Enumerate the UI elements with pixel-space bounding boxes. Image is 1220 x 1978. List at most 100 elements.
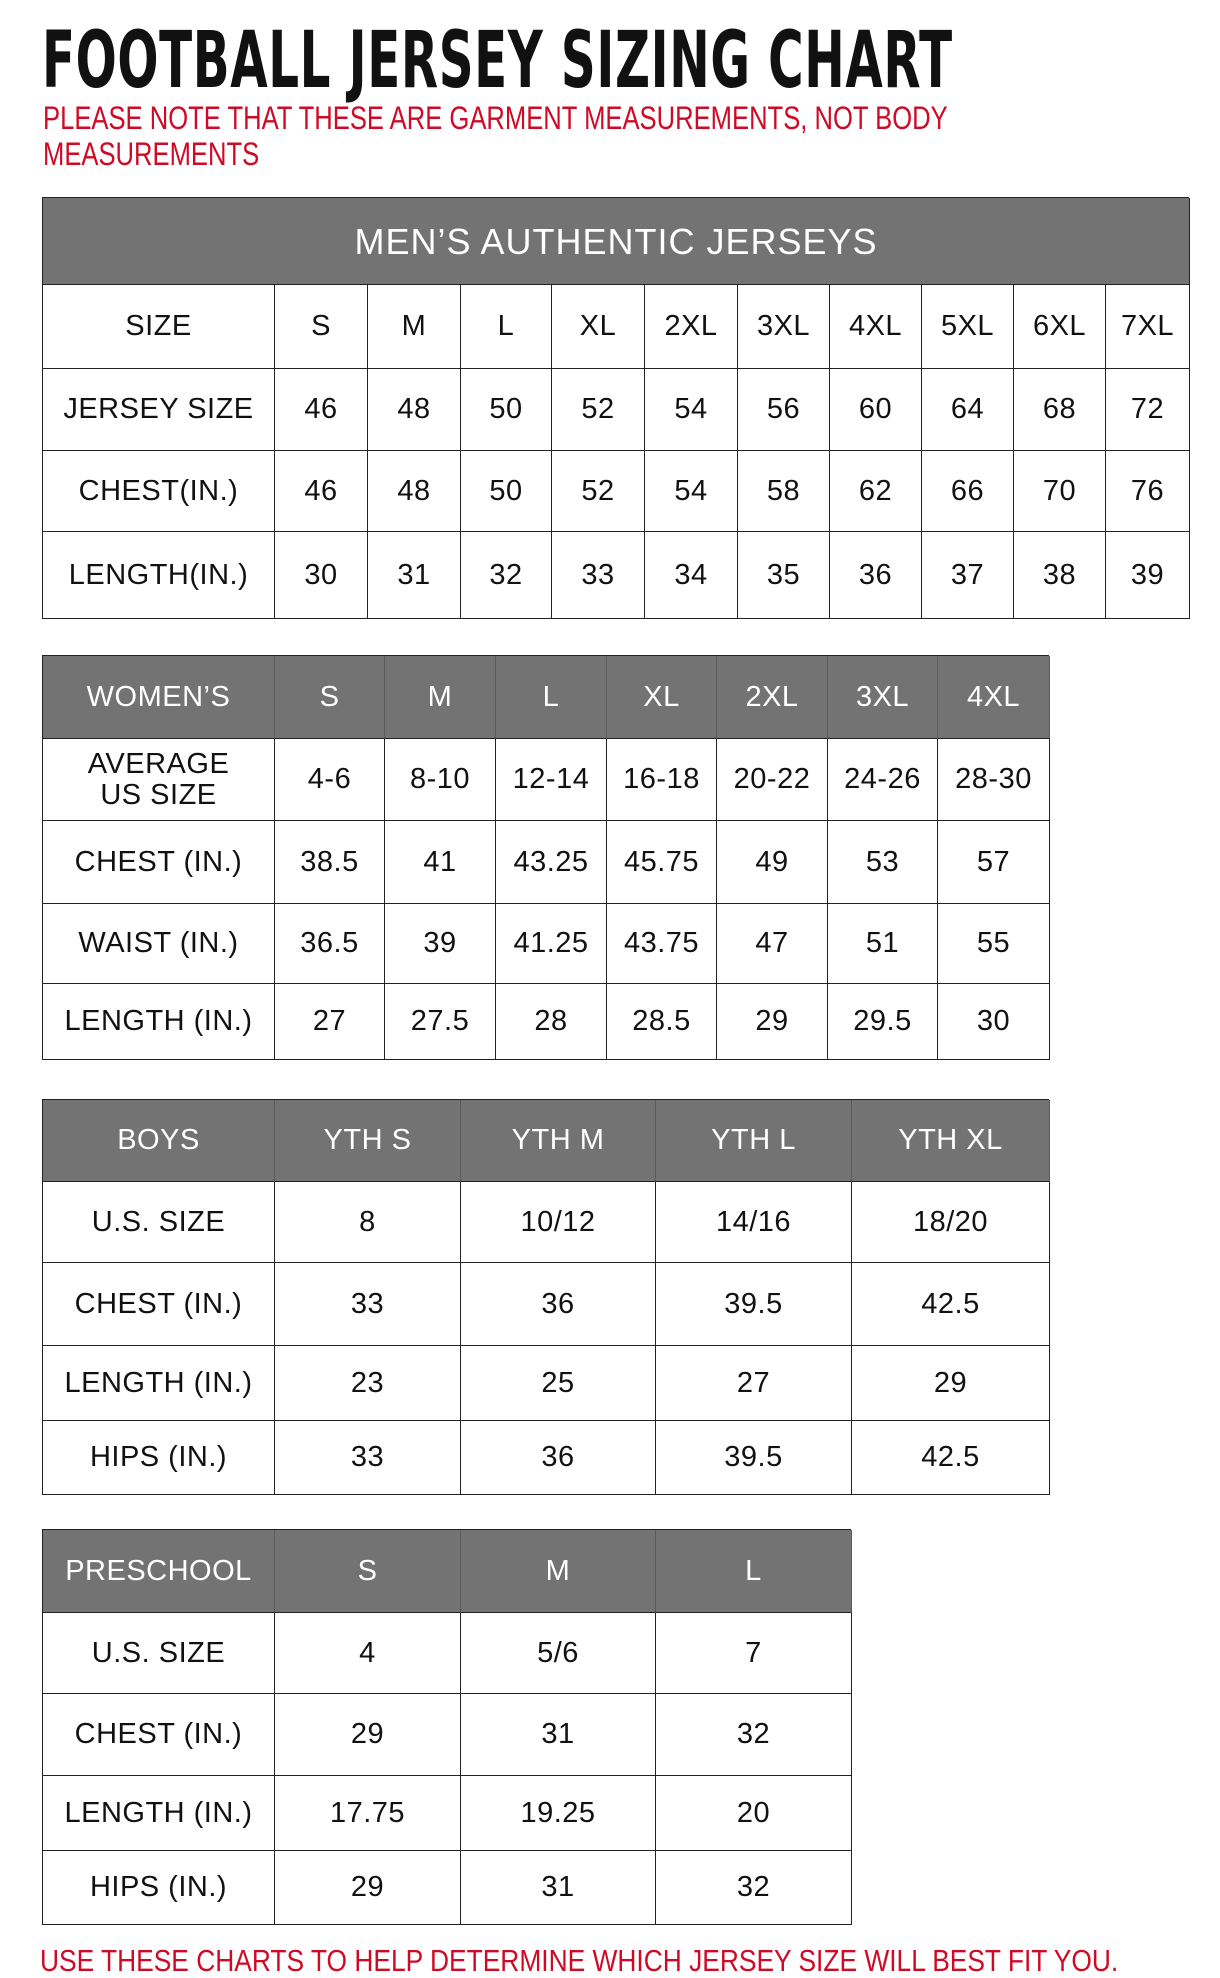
column-header: S: [275, 1530, 461, 1613]
table-cell: 52: [552, 451, 645, 532]
table-cell: 33: [552, 532, 645, 619]
column-header: YTH L: [656, 1100, 852, 1182]
table-cell: 46: [275, 451, 368, 532]
column-header: 3XL: [738, 285, 830, 369]
row-label: U.S. SIZE: [43, 1613, 275, 1694]
table-cell: 32: [656, 1851, 852, 1925]
table-cell: 52: [552, 369, 645, 451]
table-cell: 29.5: [828, 984, 938, 1060]
table-cell: 39.5: [656, 1421, 852, 1495]
row-label: CHEST (IN.): [43, 1694, 275, 1776]
table-cell: 36: [461, 1421, 656, 1495]
table-cell: 16-18: [607, 739, 717, 821]
table-cell: 72: [1106, 369, 1190, 451]
table-cell: 5/6: [461, 1613, 656, 1694]
table-cell: 17.75: [275, 1776, 461, 1851]
table-cell: 10/12: [461, 1182, 656, 1263]
row-label: AVERAGE US SIZE: [43, 739, 275, 821]
table-cell: 68: [1014, 369, 1106, 451]
table-cell: 34: [645, 532, 738, 619]
table-cell: 39: [385, 904, 496, 984]
column-header: 7XL: [1106, 285, 1190, 369]
table-cell: 54: [645, 451, 738, 532]
table-cell: 31: [368, 532, 461, 619]
table-cell: 55: [938, 904, 1050, 984]
table-cell: 29: [852, 1346, 1050, 1421]
row-label: JERSEY SIZE: [43, 369, 275, 451]
row-label: WAIST (IN.): [43, 904, 275, 984]
column-header: S: [275, 285, 368, 369]
table-cell: 57: [938, 821, 1050, 904]
column-header: 6XL: [1014, 285, 1106, 369]
footer-note: USE THESE CHARTS TO HELP DETERMINE WHICH…: [40, 1943, 1119, 1978]
table-cell: 64: [922, 369, 1014, 451]
table-cell: 62: [830, 451, 922, 532]
row-label: CHEST(IN.): [43, 451, 275, 532]
row-label: HIPS (IN.): [43, 1851, 275, 1925]
table-cell: 7: [656, 1613, 852, 1694]
table-cell: 38.5: [275, 821, 385, 904]
table-cell: 29: [275, 1694, 461, 1776]
mens-authentic-table: MEN’S AUTHENTIC JERSEYS SIZE S M L XL 2XL 3XL 4X…: [42, 197, 1190, 619]
table-cell: 33: [275, 1263, 461, 1346]
table-cell: 33: [275, 1421, 461, 1495]
table-cell: 30: [275, 532, 368, 619]
table-cell: 53: [828, 821, 938, 904]
table-cell: 20: [656, 1776, 852, 1851]
table-cell: 54: [645, 369, 738, 451]
column-header: XL: [607, 656, 717, 739]
table-cell: 45.75: [607, 821, 717, 904]
mens-table-banner: MEN’S AUTHENTIC JERSEYS: [43, 198, 1190, 285]
table-cell: 60: [830, 369, 922, 451]
row-label: HIPS (IN.): [43, 1421, 275, 1495]
table-cell: 37: [922, 532, 1014, 619]
table-row-header: WOMEN’S: [43, 656, 275, 739]
column-header: 5XL: [922, 285, 1014, 369]
column-header: XL: [552, 285, 645, 369]
table-cell: 43.25: [496, 821, 607, 904]
table-cell: 18/20: [852, 1182, 1050, 1263]
column-header: 2XL: [645, 285, 738, 369]
table-cell: 28: [496, 984, 607, 1060]
boys-table: BOYS YTH S YTH M YTH L YTH XL U.S. SIZE 8 10/12…: [42, 1099, 1050, 1495]
table-cell: 35: [738, 532, 830, 619]
table-cell: 32: [461, 532, 552, 619]
table-cell: 24-26: [828, 739, 938, 821]
table-cell: 4-6: [275, 739, 385, 821]
column-header: YTH M: [461, 1100, 656, 1182]
table-cell: 31: [461, 1851, 656, 1925]
table-cell: 28.5: [607, 984, 717, 1060]
table-cell: 39: [1106, 532, 1190, 619]
table-cell: 58: [738, 451, 830, 532]
table-cell: 76: [1106, 451, 1190, 532]
column-header: 4XL: [830, 285, 922, 369]
table-row-header: BOYS: [43, 1100, 275, 1182]
column-header: 4XL: [938, 656, 1050, 739]
table-row-header: PRESCHOOL: [43, 1530, 275, 1613]
table-cell: 36: [830, 532, 922, 619]
column-header: M: [385, 656, 496, 739]
table-cell: 23: [275, 1346, 461, 1421]
column-header: L: [656, 1530, 852, 1613]
column-header: M: [368, 285, 461, 369]
column-header: YTH XL: [852, 1100, 1050, 1182]
table-cell: 41.25: [496, 904, 607, 984]
row-label: CHEST (IN.): [43, 1263, 275, 1346]
table-cell: 36.5: [275, 904, 385, 984]
table-cell: 27: [275, 984, 385, 1060]
table-cell: 43.75: [607, 904, 717, 984]
page-title: FOOTBALL JERSEY SIZING CHART: [42, 16, 953, 106]
table-cell: 70: [1014, 451, 1106, 532]
table-cell: 42.5: [852, 1421, 1050, 1495]
womens-table: WOMEN’S S M L XL 2XL 3XL 4XL AVERAGE US SIZE 4-6 8…: [42, 655, 1050, 1060]
table-row-header: SIZE: [43, 285, 275, 369]
table-cell: 28-30: [938, 739, 1050, 821]
column-header: 2XL: [717, 656, 828, 739]
table-cell: 31: [461, 1694, 656, 1776]
table-cell: 48: [368, 451, 461, 532]
table-cell: 49: [717, 821, 828, 904]
table-cell: 38: [1014, 532, 1106, 619]
table-cell: 14/16: [656, 1182, 852, 1263]
table-cell: 29: [717, 984, 828, 1060]
table-cell: 42.5: [852, 1263, 1050, 1346]
